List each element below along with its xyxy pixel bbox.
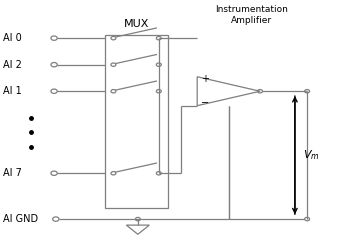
Text: AI 0: AI 0 — [3, 33, 22, 43]
Text: MUX: MUX — [124, 18, 149, 29]
Text: AI 2: AI 2 — [3, 60, 22, 70]
Text: −: − — [201, 98, 209, 108]
Text: AI 1: AI 1 — [3, 86, 22, 96]
Text: Instrumentation
Amplifier: Instrumentation Amplifier — [215, 6, 288, 25]
Text: AI GND: AI GND — [3, 214, 39, 224]
Text: +: + — [201, 74, 209, 84]
Text: AI 7: AI 7 — [3, 168, 22, 178]
Text: $V_m$: $V_m$ — [303, 148, 319, 162]
